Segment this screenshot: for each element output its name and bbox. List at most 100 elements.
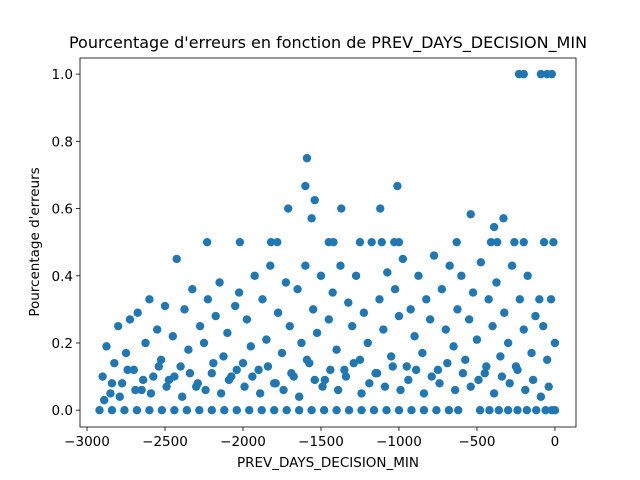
point: [308, 305, 318, 314]
point: [201, 385, 210, 395]
point: [521, 385, 530, 395]
point: [216, 389, 226, 398]
point: [184, 345, 193, 354]
point: [279, 385, 288, 395]
point: [393, 181, 402, 191]
point: [435, 379, 444, 388]
point: [541, 405, 550, 415]
point: [547, 69, 557, 79]
point: [489, 222, 499, 232]
point: [480, 369, 489, 378]
point: [336, 261, 345, 270]
point: [489, 389, 499, 398]
point: [123, 365, 132, 375]
point: [310, 195, 319, 205]
point: [188, 285, 197, 294]
point: [418, 348, 427, 358]
point: [266, 237, 276, 247]
point: [202, 237, 212, 247]
y-tick-label: 0.6: [52, 202, 73, 218]
point: [379, 325, 388, 334]
point: [319, 405, 329, 415]
point: [277, 348, 287, 358]
point: [513, 365, 522, 375]
point: [172, 254, 181, 264]
point: [258, 295, 267, 304]
point: [207, 369, 216, 378]
point: [544, 382, 553, 391]
point: [224, 375, 234, 385]
point: [138, 375, 148, 385]
point: [145, 295, 154, 304]
point: [120, 405, 129, 415]
point: [99, 395, 109, 405]
point: [494, 405, 503, 415]
point: [141, 338, 150, 348]
point: [454, 405, 463, 415]
point: [419, 405, 429, 415]
y-tick-label: 0.0: [52, 403, 73, 419]
point: [332, 345, 341, 354]
point: [273, 237, 282, 247]
point: [316, 271, 326, 280]
point: [351, 271, 361, 280]
point: [422, 295, 431, 304]
point: [515, 295, 525, 304]
point: [398, 254, 408, 264]
point: [262, 335, 271, 344]
point: [245, 405, 254, 415]
point: [281, 278, 291, 287]
point: [117, 379, 127, 388]
point: [301, 181, 310, 191]
point: [410, 332, 419, 341]
point: [376, 204, 385, 213]
chart-title: Pourcentage d'erreurs en fonction de PRE…: [69, 33, 587, 53]
point: [492, 278, 501, 287]
point: [340, 365, 349, 375]
point: [522, 405, 532, 415]
point: [464, 315, 474, 324]
point: [302, 153, 312, 163]
x-tick-label: −2000: [220, 434, 266, 450]
point: [365, 379, 374, 388]
point: [344, 298, 353, 307]
point: [110, 358, 119, 368]
y-tick-label: 1.0: [52, 67, 73, 83]
point: [284, 204, 293, 213]
point: [293, 285, 302, 294]
point: [484, 295, 493, 304]
y-tick-label: 0.2: [52, 336, 73, 352]
point: [513, 405, 522, 415]
point: [485, 405, 494, 415]
point: [220, 405, 229, 415]
point: [496, 352, 505, 361]
point: [429, 251, 439, 260]
point: [242, 315, 252, 324]
point: [380, 382, 390, 391]
point: [535, 295, 544, 304]
point: [386, 352, 396, 361]
point: [369, 405, 379, 415]
point: [519, 69, 528, 79]
point: [162, 382, 171, 391]
point: [240, 382, 249, 391]
point: [250, 271, 259, 280]
point: [282, 405, 291, 415]
point: [536, 392, 546, 401]
point: [257, 405, 266, 415]
point: [466, 382, 475, 391]
point: [414, 271, 423, 280]
point: [388, 362, 397, 371]
point: [232, 405, 241, 415]
point: [157, 405, 167, 415]
point: [472, 335, 482, 344]
point: [536, 69, 546, 79]
point: [532, 405, 541, 415]
point: [287, 369, 296, 378]
point: [246, 342, 255, 351]
point: [160, 301, 170, 311]
point: [107, 405, 117, 415]
point: [519, 237, 528, 247]
point: [443, 358, 452, 368]
